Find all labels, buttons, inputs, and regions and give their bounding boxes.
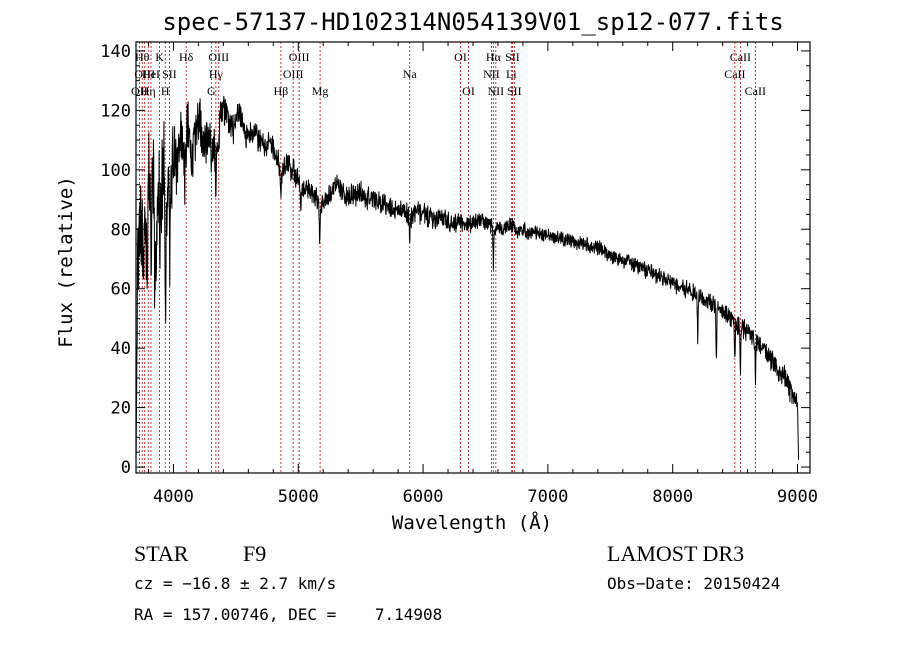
x-tick-label: 9000: [777, 487, 818, 507]
x-axis-ticks: 4000 5000 6000 7000 8000 9000: [147, 42, 818, 507]
y-tick-label: 100: [100, 161, 131, 181]
line-label: OI: [462, 84, 475, 98]
line-label: Hδ: [179, 50, 194, 64]
line-label: SII: [505, 50, 520, 64]
chart-title: spec-57137-HD102314N054139V01_sp12-077.f…: [162, 8, 783, 36]
spectral-line-labels: OIIHθOIIIHηHeIKHSIIHδGHγOIIIHβOIIIOIIIMg…: [131, 50, 766, 98]
line-label: Hα: [486, 50, 502, 64]
line-label: CaII: [724, 67, 745, 81]
line-label: OIII: [208, 50, 229, 64]
line-label: CaII: [730, 50, 751, 64]
ra-dec-coordinates: RA = 157.00746, DEC = 7.14908: [134, 605, 442, 624]
line-label: SII: [507, 84, 522, 98]
x-tick-label: 6000: [403, 487, 444, 507]
survey-name: LAMOST DR3: [607, 541, 744, 566]
x-tick-label: 8000: [652, 487, 693, 507]
y-tick-label: 60: [111, 280, 131, 300]
line-label: OII: [131, 84, 148, 98]
line-label: Hγ: [209, 67, 224, 81]
line-label: SII: [162, 67, 177, 81]
y-tick-label: 120: [100, 101, 131, 121]
x-tick-label: 7000: [527, 487, 568, 507]
flux-series-line: [135, 95, 800, 468]
line-label: NII: [488, 84, 505, 98]
line-label: NII: [483, 67, 500, 81]
y-tick-label: 80: [111, 220, 131, 240]
line-label: H: [161, 84, 170, 98]
line-label: Hθ: [135, 50, 150, 64]
line-label: Li: [506, 67, 517, 81]
line-label: Hη: [141, 84, 156, 98]
line-label: K: [155, 50, 164, 64]
y-tick-label: 140: [100, 42, 131, 62]
line-label: HeI: [142, 67, 160, 81]
y-axis-label: Flux (relative): [55, 176, 77, 348]
line-label: Na: [403, 67, 418, 81]
line-label: OIII: [283, 67, 304, 81]
redshift-velocity: cz = −16.8 ± 2.7 km/s: [134, 574, 336, 593]
x-axis-label: Wavelength (Å): [392, 511, 552, 534]
spectral-subclass: F9: [243, 541, 266, 566]
object-class: STAR: [134, 541, 189, 566]
line-label: OI: [454, 50, 467, 64]
spectral-line-markers: [138, 42, 756, 473]
y-tick-label: 40: [111, 339, 131, 359]
y-axis-ticks: 0 20 40 60 80 100 120 140: [100, 42, 810, 478]
x-tick-label: 4000: [153, 487, 194, 507]
y-tick-label: 0: [121, 458, 131, 478]
line-label: OIII: [289, 50, 310, 64]
line-label: OIII: [134, 67, 155, 81]
x-tick-label: 5000: [278, 487, 319, 507]
line-label: Hβ: [274, 84, 289, 98]
y-tick-label: 20: [111, 399, 131, 419]
line-label: CaII: [745, 84, 766, 98]
line-label: Mg: [312, 84, 329, 98]
observation-date: Obs−Date: 20150424: [607, 574, 780, 593]
line-label: G: [207, 84, 216, 98]
